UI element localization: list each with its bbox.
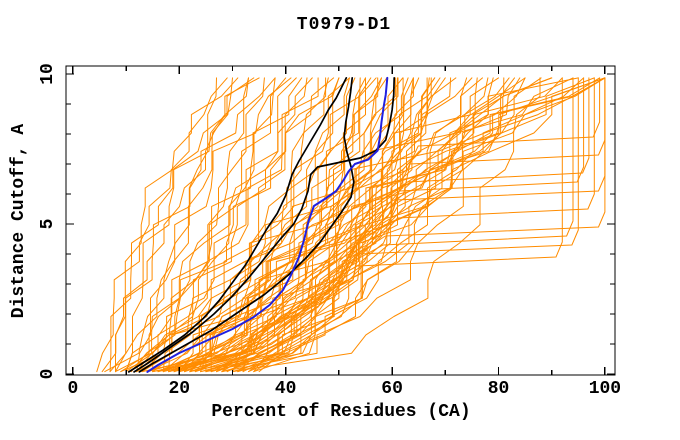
model-black-3 bbox=[138, 77, 355, 373]
server-model-curve bbox=[194, 77, 601, 373]
x-tick-label: 0 bbox=[67, 379, 79, 399]
server-model-curve bbox=[136, 77, 340, 373]
server-model-curve bbox=[194, 77, 452, 373]
x-tick-label: 80 bbox=[487, 379, 510, 399]
server-model-curve bbox=[125, 77, 276, 373]
server-model-curve bbox=[189, 77, 590, 373]
axis-frame bbox=[65, 65, 616, 376]
server-model-curve bbox=[115, 77, 239, 373]
server-model-curve bbox=[109, 77, 255, 373]
server-model-curve bbox=[101, 77, 249, 373]
x-tick-label: 40 bbox=[274, 379, 297, 399]
server-model-curve bbox=[120, 77, 297, 373]
server-model-curve bbox=[152, 77, 563, 373]
y-tick-label: 0 bbox=[38, 368, 58, 380]
server-model-curve bbox=[130, 77, 287, 373]
server-model-curve bbox=[173, 77, 361, 373]
server-model-curve bbox=[253, 77, 553, 373]
server-model-curve bbox=[210, 77, 494, 373]
server-model-curve bbox=[232, 77, 541, 373]
server-model-curve bbox=[162, 77, 409, 373]
y-tick-label: 5 bbox=[38, 218, 58, 230]
server-model-curve bbox=[237, 77, 505, 373]
server-model-curve bbox=[242, 77, 595, 373]
server-model-curve bbox=[125, 77, 260, 373]
server-model-curve bbox=[221, 77, 515, 373]
server-model-curve bbox=[125, 77, 303, 373]
x-axis-label: Percent of Residues (CA) bbox=[211, 402, 471, 422]
model-blue bbox=[146, 76, 389, 373]
server-model-curve bbox=[168, 77, 595, 373]
server-model-curve bbox=[115, 77, 249, 373]
model-black-1 bbox=[127, 77, 348, 373]
server-model-curve bbox=[200, 77, 478, 373]
server-model-curve bbox=[115, 77, 276, 373]
server-model-curve bbox=[184, 77, 372, 373]
server-model-curve bbox=[216, 77, 468, 373]
server-model-curve bbox=[226, 77, 483, 373]
server-model-curve bbox=[253, 77, 606, 373]
x-tick-label: 60 bbox=[381, 379, 403, 399]
server-model-curve bbox=[146, 77, 350, 373]
y-axis-label: Distance Cutoff, A bbox=[9, 123, 29, 319]
y-tick-label: 10 bbox=[38, 63, 58, 85]
server-model-curve bbox=[104, 77, 217, 373]
prediction-curves bbox=[96, 76, 606, 373]
server-model-curve bbox=[258, 77, 446, 373]
server-model-curve bbox=[96, 77, 228, 373]
server-model-curve bbox=[136, 77, 292, 373]
server-model-curve bbox=[189, 77, 499, 373]
server-model-curve bbox=[130, 77, 335, 373]
server-model-curve bbox=[200, 77, 388, 373]
server-model-curve bbox=[162, 77, 574, 373]
server-model-curve bbox=[248, 77, 521, 373]
server-model-curve bbox=[162, 77, 553, 373]
plot-title: T0979-D1 bbox=[296, 15, 392, 35]
server-model-curve bbox=[200, 77, 574, 373]
model-black-2 bbox=[133, 77, 396, 373]
server-model-curve bbox=[173, 77, 606, 373]
server-model-curve bbox=[168, 77, 606, 373]
server-model-curve bbox=[141, 77, 313, 373]
server-model-curve bbox=[210, 77, 398, 373]
x-tick-label: 100 bbox=[588, 379, 622, 399]
x-tick-label: 20 bbox=[168, 379, 191, 399]
server-model-curve bbox=[253, 77, 441, 373]
server-model-curve bbox=[136, 77, 319, 373]
server-model-curve bbox=[120, 77, 265, 373]
server-model-curve bbox=[178, 77, 606, 373]
server-model-curve bbox=[178, 77, 563, 373]
server-model-curve bbox=[242, 77, 430, 373]
server-model-curve bbox=[184, 77, 585, 373]
server-model-curve bbox=[178, 77, 404, 373]
server-model-curve bbox=[226, 77, 414, 373]
server-model-curve bbox=[189, 77, 606, 373]
